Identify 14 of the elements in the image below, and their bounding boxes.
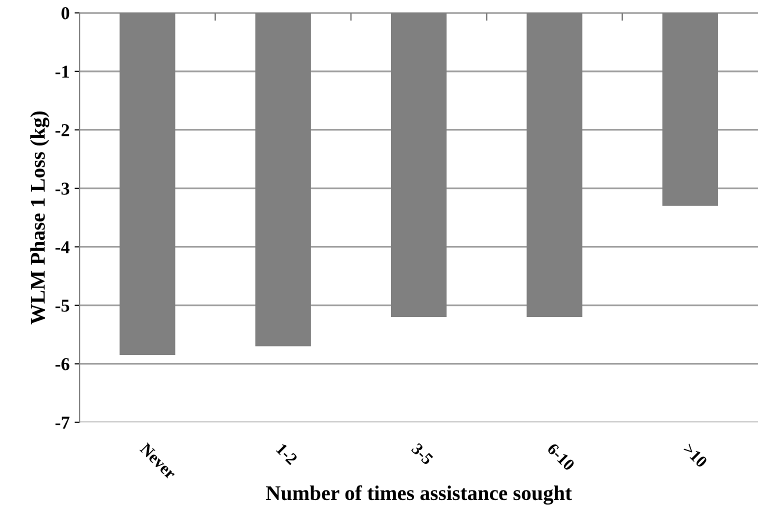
- y-tick-label: -7: [55, 416, 70, 429]
- y-tick-label: 0: [62, 7, 70, 20]
- y-tick-label: -1: [55, 66, 69, 78]
- x-tick-label: >10: [682, 442, 708, 468]
- y-tick-label: -5: [55, 300, 70, 312]
- y-tick-label: -3: [55, 182, 70, 195]
- y-tick-label: -2: [55, 124, 70, 136]
- x-tick-label: 3-5: [410, 442, 434, 466]
- y-tick-label: -4: [55, 241, 70, 254]
- x-tick-label: 1-2: [276, 443, 298, 466]
- y-axis-title: WLM Phase 1 Loss (kg): [30, 111, 50, 324]
- y-tick-label: -6: [55, 358, 70, 370]
- x-axis-title: Number of times assistance sought: [266, 485, 572, 505]
- x-tick-label: 6-10: [546, 442, 576, 472]
